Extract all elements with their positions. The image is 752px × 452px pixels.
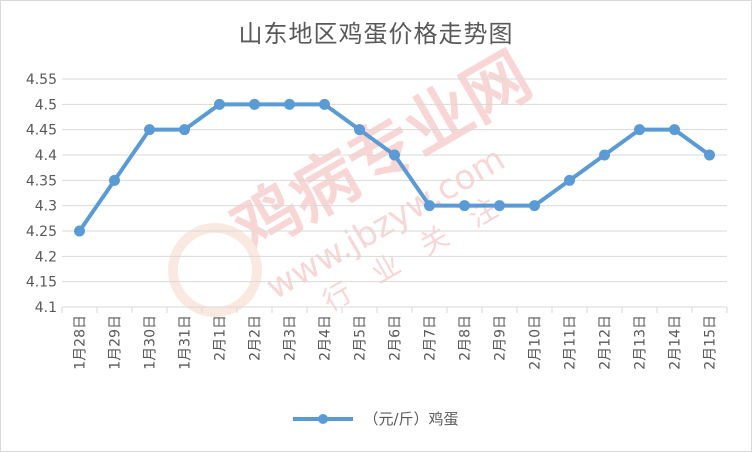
x-tick-label: 2月6日 [388, 315, 404, 361]
x-tick-label: 2月12日 [598, 315, 614, 370]
x-tick-label: 1月28日 [73, 315, 89, 370]
x-tick-label: 2月2日 [248, 315, 264, 361]
y-tick-label: 4.55 [26, 72, 57, 88]
y-axis: 4.1 4.15 4.2 4.25 4.3 4.35 4.4 4.45 4.5 4.55 [26, 72, 57, 316]
series-layer [74, 98, 715, 237]
data-point [389, 149, 400, 161]
x-tick-label: 2月3日 [283, 315, 299, 361]
x-tick-label: 2月11日 [563, 315, 579, 370]
data-point [74, 225, 85, 237]
x-tick-label: 2月5日 [353, 315, 369, 361]
data-point [459, 200, 470, 212]
data-point [669, 124, 680, 136]
x-tick-label: 2月15日 [703, 315, 719, 370]
y-tick-label: 4.35 [26, 173, 57, 189]
data-point [424, 200, 435, 212]
data-point [599, 149, 610, 161]
data-point [634, 124, 645, 136]
legend-swatch-icon [293, 413, 354, 424]
data-point [284, 98, 295, 110]
watermark-logo-icon [168, 223, 262, 317]
y-tick-label: 4.15 [26, 275, 57, 291]
legend-label: （元/斤）鸡蛋 [363, 410, 459, 428]
x-tick-label: 1月29日 [108, 315, 124, 370]
data-point [564, 174, 575, 186]
y-tick-label: 4.3 [35, 199, 57, 215]
data-point [319, 98, 330, 110]
x-tick-label: 2月7日 [423, 315, 439, 361]
grid [62, 78, 727, 308]
data-point [529, 200, 540, 212]
data-point [354, 124, 365, 136]
data-point [144, 124, 155, 136]
y-tick-label: 4.45 [26, 123, 57, 139]
x-tick-label: 2月8日 [458, 315, 474, 361]
chart-title: 山东地区鸡蛋价格走势图 [238, 20, 514, 48]
x-tick-label: 2月9日 [493, 315, 509, 361]
data-point [179, 124, 190, 136]
x-tick-label: 2月14日 [668, 315, 684, 370]
y-tick-label: 4.25 [26, 224, 57, 240]
x-axis: 1月28日 1月29日 1月30日 1月31日 2月1日 2月2日 2月3日 2月4日 2月5日… [61, 307, 728, 370]
data-point [214, 98, 225, 110]
x-tick-label: 2月1日 [213, 315, 229, 361]
x-tick-label: 2月4日 [318, 315, 334, 361]
x-tick-label: 2月13日 [633, 315, 649, 370]
y-tick-label: 4.2 [35, 249, 57, 265]
y-tick-label: 4.1 [35, 300, 57, 316]
data-point [109, 174, 120, 186]
data-point [249, 98, 260, 110]
data-point [704, 149, 715, 161]
y-tick-label: 4.5 [35, 97, 57, 113]
x-tick-label: 2月10日 [528, 315, 544, 370]
x-tick-label: 1月31日 [178, 315, 194, 370]
x-tick-label: 1月30日 [143, 315, 159, 370]
legend: （元/斤）鸡蛋 [0, 408, 752, 429]
y-tick-label: 4.4 [35, 148, 57, 164]
data-point [494, 200, 505, 212]
